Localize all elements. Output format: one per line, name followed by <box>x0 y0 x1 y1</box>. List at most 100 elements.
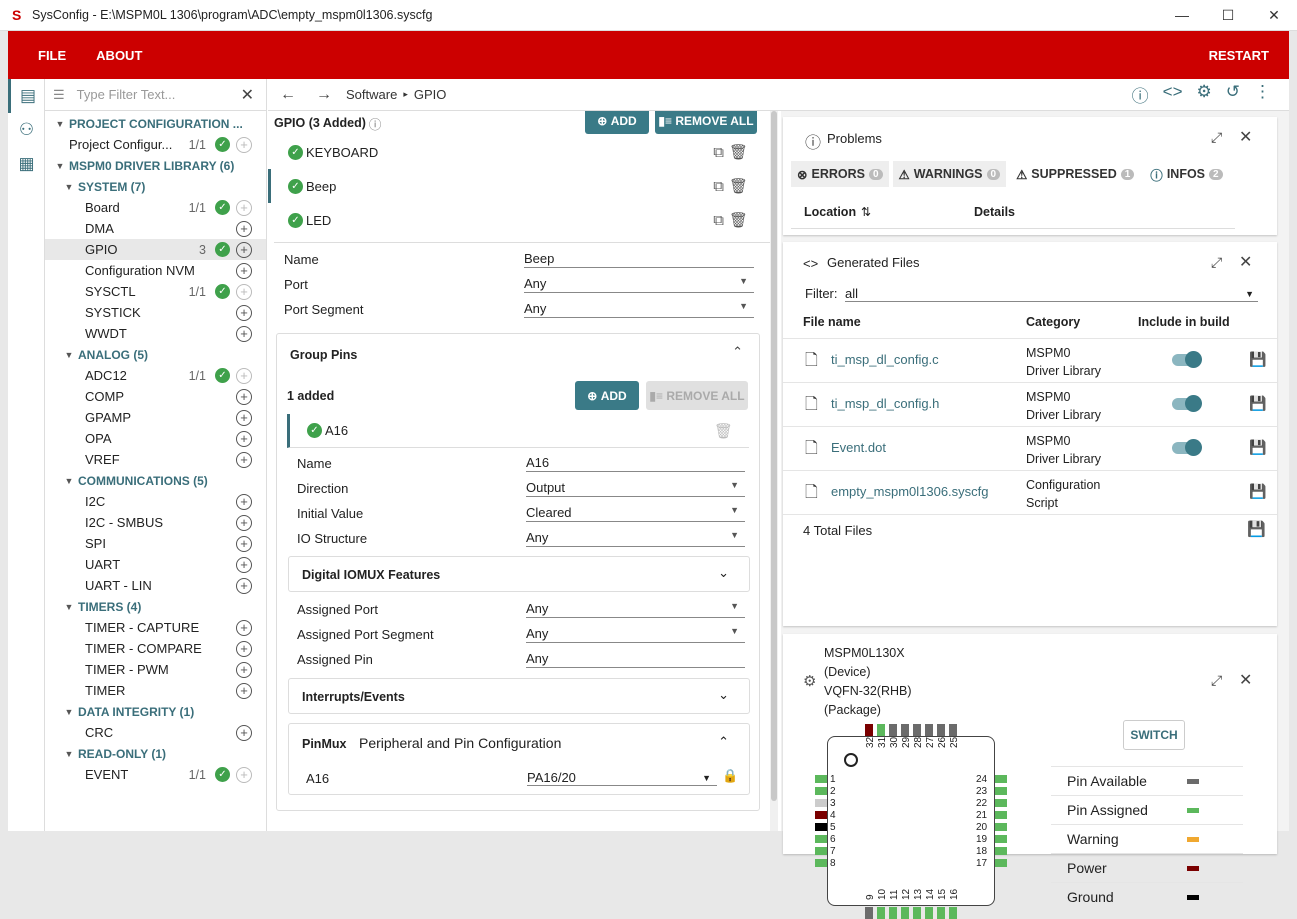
tree-node[interactable]: I2C - SMBUS + <box>45 512 266 533</box>
breadcrumb-software[interactable]: Software <box>346 87 398 102</box>
tree-node[interactable]: TIMER - COMPARE + <box>45 638 266 659</box>
include-toggle[interactable] <box>1172 439 1202 456</box>
tree-node[interactable]: GPAMP + <box>45 407 266 428</box>
calculator-icon[interactable]: ▦ <box>18 154 35 173</box>
pin[interactable] <box>815 811 827 819</box>
tree-node[interactable]: TIMER + <box>45 680 266 701</box>
gpio-instance[interactable]: ✓ LED ⧉ 🗑 <box>268 203 778 237</box>
add-icon[interactable]: + <box>236 199 252 216</box>
pin[interactable] <box>937 724 945 736</box>
port-segment-select[interactable]: Any ▼ <box>524 301 754 318</box>
add-icon[interactable]: + <box>236 535 252 552</box>
chip-icon[interactable]: ⚙ <box>1196 82 1212 101</box>
filter-input[interactable]: Type Filter Text... <box>76 87 176 102</box>
tree-node[interactable]: UART - LIN + <box>45 575 266 596</box>
suppressed-chip[interactable]: ⚠ SUPPRESSED 1 <box>1010 161 1141 187</box>
include-toggle[interactable] <box>1172 395 1202 412</box>
tree-node[interactable]: ▼ SYSTEM (7) <box>45 176 266 197</box>
expand-icon[interactable]: ⤢ <box>1211 672 1223 688</box>
caret-down-icon[interactable]: ▼ <box>64 475 74 486</box>
save-icon[interactable]: 💾 <box>1249 439 1267 455</box>
tree-node[interactable]: VREF + <box>45 449 266 470</box>
tree-node[interactable]: Configuration NVM + <box>45 260 266 281</box>
files-filter-select[interactable]: all ▼ <box>845 286 1258 302</box>
pin[interactable] <box>995 775 1007 783</box>
info-icon[interactable]: ⓘ <box>1131 87 1149 106</box>
pin[interactable] <box>995 811 1007 819</box>
back-arrow-icon[interactable]: ← <box>280 85 296 103</box>
save-all-icon[interactable]: 💾 <box>1247 521 1266 538</box>
add-icon[interactable]: + <box>236 304 252 321</box>
collapse-icon[interactable]: ⌃ <box>718 734 729 749</box>
add-icon[interactable]: + <box>236 661 252 678</box>
add-icon[interactable]: + <box>236 619 252 636</box>
hierarchy-view-icon[interactable]: ⚇ <box>18 120 35 139</box>
expand-icon[interactable]: ⤢ <box>1211 129 1223 145</box>
pin[interactable] <box>995 835 1007 843</box>
add-icon[interactable]: + <box>236 514 252 531</box>
errors-chip[interactable]: ⊗ ERRORS 0 <box>791 161 889 187</box>
scrollbar-thumb[interactable] <box>771 111 777 801</box>
pin[interactable] <box>889 907 897 919</box>
add-icon[interactable]: + <box>236 136 252 153</box>
property-value[interactable]: Cleared ▼ <box>526 505 745 522</box>
tree-node[interactable]: DMA + <box>45 218 266 239</box>
pin[interactable] <box>995 847 1007 855</box>
pin[interactable] <box>865 724 873 736</box>
add-pin-button[interactable]: ⊕ ADD <box>575 381 639 410</box>
add-icon[interactable]: + <box>236 283 252 300</box>
add-icon[interactable]: + <box>236 577 252 594</box>
pin[interactable] <box>889 724 897 736</box>
tree-node[interactable]: CRC + <box>45 722 266 743</box>
history-icon[interactable]: ↺ <box>1225 82 1240 101</box>
tree-node[interactable]: ADC12 1/1 ✓ + <box>45 365 266 386</box>
include-toggle[interactable] <box>1172 351 1202 368</box>
tree-node[interactable]: WWDT + <box>45 323 266 344</box>
name-input[interactable]: Beep <box>524 251 754 268</box>
maximize-button[interactable]: ☐ <box>1221 7 1235 23</box>
add-icon[interactable]: + <box>236 409 252 426</box>
pin[interactable] <box>937 907 945 919</box>
minimize-button[interactable]: — <box>1175 7 1189 23</box>
pin[interactable] <box>865 907 873 919</box>
file-link[interactable]: ti_msp_dl_config.c <box>831 352 939 367</box>
tree-node[interactable]: SYSCTL 1/1 ✓ + <box>45 281 266 302</box>
pin[interactable] <box>995 787 1007 795</box>
clear-filter-icon[interactable]: ✕ <box>240 87 254 104</box>
tree-node[interactable]: ▼ PROJECT CONFIGURATION ... <box>45 113 266 134</box>
caret-down-icon[interactable]: ▼ <box>64 706 74 717</box>
pin[interactable] <box>815 859 827 867</box>
collapse-icon[interactable]: ⌃ <box>732 344 743 359</box>
add-icon[interactable]: + <box>236 640 252 657</box>
tree-node[interactable]: TIMER - PWM + <box>45 659 266 680</box>
add-icon[interactable]: + <box>236 325 252 342</box>
property-value[interactable]: Any <box>526 651 745 668</box>
tree-node[interactable]: I2C + <box>45 491 266 512</box>
save-icon[interactable]: 💾 <box>1249 395 1267 411</box>
caret-down-icon[interactable]: ▼ <box>64 181 74 192</box>
menu-file[interactable]: FILE <box>38 47 67 63</box>
pin[interactable] <box>913 724 921 736</box>
add-icon[interactable]: + <box>236 430 252 447</box>
menu-about[interactable]: ABOUT <box>96 47 143 63</box>
close-icon[interactable]: ✕ <box>1239 672 1253 689</box>
pin[interactable] <box>949 724 957 736</box>
tree-node[interactable]: TIMER - CAPTURE + <box>45 617 266 638</box>
pin[interactable] <box>913 907 921 919</box>
add-icon[interactable]: + <box>236 493 252 510</box>
close-icon[interactable]: ✕ <box>1239 129 1253 146</box>
sort-icon[interactable]: ⇅ <box>861 205 872 219</box>
config-scrollbar[interactable] <box>770 111 778 831</box>
save-icon[interactable]: 💾 <box>1249 483 1267 499</box>
warnings-chip[interactable]: ⚠ WARNINGS 0 <box>892 161 1007 187</box>
port-select[interactable]: Any ▼ <box>524 276 754 293</box>
gpio-instance[interactable]: ✓ Beep ⧉ 🗑 <box>268 169 778 203</box>
caret-down-icon[interactable]: ▼ <box>64 748 74 759</box>
iomux-panel[interactable]: Digital IOMUX Features ⌄ <box>288 556 750 592</box>
add-icon[interactable]: + <box>236 220 252 237</box>
tree-node[interactable]: Board 1/1 ✓ + <box>45 197 266 218</box>
pin[interactable] <box>815 799 827 807</box>
tree-node[interactable]: ▼ ANALOG (5) <box>45 344 266 365</box>
modules-view-icon[interactable]: ▤ <box>8 79 45 113</box>
property-value[interactable]: Output ▼ <box>526 480 745 497</box>
